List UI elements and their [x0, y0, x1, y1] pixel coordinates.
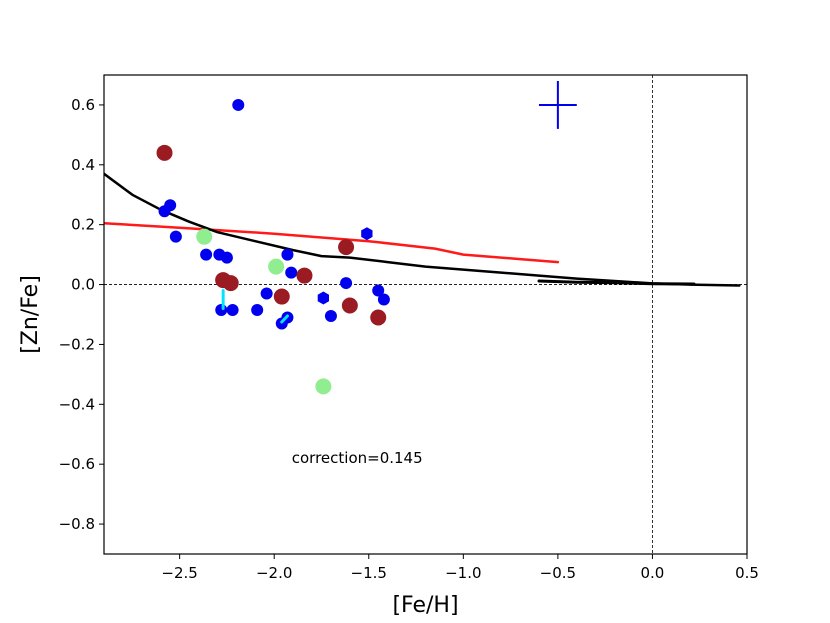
- y-tick-label: −0.4: [59, 395, 95, 413]
- x-tick-label: 0.5: [735, 564, 759, 582]
- red-model-line: [104, 221, 560, 264]
- blue-point: [324, 309, 337, 322]
- blue-point: [377, 293, 390, 306]
- blue-point: [372, 284, 385, 297]
- x-axis-label: [Fe/H]: [392, 593, 458, 618]
- lightgreen-point: [315, 378, 332, 395]
- blue-point: [281, 248, 294, 261]
- y-tick-label: −0.2: [59, 335, 95, 353]
- cyan-segment: [280, 314, 289, 324]
- y-tick-label: 0.2: [71, 216, 95, 234]
- darkred-point: [296, 267, 313, 284]
- lightgreen-point: [196, 228, 213, 245]
- blue-point: [251, 304, 264, 317]
- plot-frame: [103, 74, 748, 555]
- x-tick-label: −2.0: [256, 564, 292, 582]
- lightgreen-point: [268, 258, 285, 275]
- x-axis: −2.5 −2.0 −1.5 −1.0 −0.5 0.0 0.5: [161, 554, 759, 582]
- darkred-point: [156, 144, 173, 161]
- correction-annotation: correction=0.145: [292, 449, 423, 467]
- blue-point: [200, 248, 213, 261]
- darkred-point: [370, 309, 387, 326]
- blue-point: [340, 277, 353, 290]
- darkred-point: [338, 239, 355, 256]
- y-tick-label: 0.4: [71, 156, 95, 174]
- plot-area: [104, 75, 747, 554]
- black-model-line: [104, 172, 741, 287]
- y-tick-label: −0.6: [59, 455, 95, 473]
- blue-point: [220, 251, 233, 264]
- black-thick-segment: [537, 279, 696, 286]
- y-tick-label: 0.6: [71, 96, 95, 114]
- blue-hexagon-point: [361, 227, 373, 241]
- blue-point: [215, 304, 228, 317]
- y-axis-label: [Zn/Fe]: [18, 275, 43, 354]
- blue-point: [164, 199, 177, 212]
- x-tick-label: −1.5: [351, 564, 387, 582]
- darkred-point: [222, 275, 239, 292]
- blue-hexagon-point: [317, 291, 329, 305]
- blue-point: [232, 98, 245, 111]
- darkred-point: [273, 288, 290, 305]
- x-tick-label: −0.5: [540, 564, 576, 582]
- y-tick-label: −0.8: [59, 515, 95, 533]
- plot-marks: [104, 75, 747, 554]
- blue-point: [285, 266, 298, 279]
- darkred-point: [341, 297, 358, 314]
- blue-point: [169, 230, 182, 243]
- x-tick-label: −1.0: [445, 564, 481, 582]
- y-tick-label: 0.0: [71, 276, 95, 294]
- y-axis: −0.8 −0.6 −0.4 −0.2 0.0 0.2 0.4 0.6: [59, 96, 104, 533]
- x-tick-label: −2.5: [161, 564, 197, 582]
- x-tick-label: 0.0: [641, 564, 665, 582]
- blue-point: [226, 304, 239, 317]
- blue-point: [260, 287, 273, 300]
